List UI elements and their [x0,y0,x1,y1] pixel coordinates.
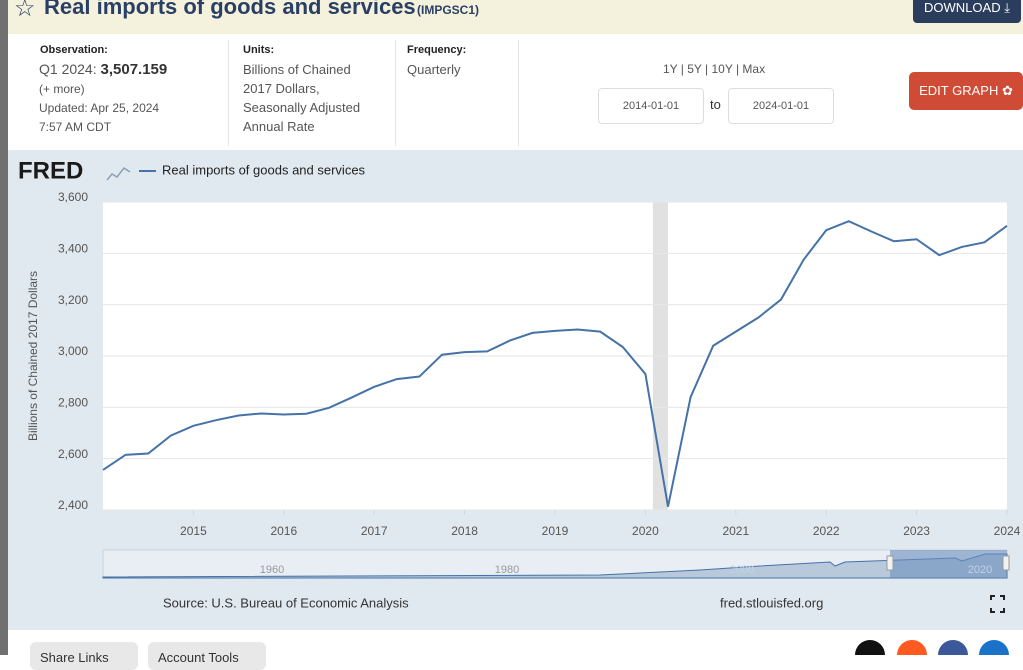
navigator-handle[interactable] [1002,555,1010,571]
y-tick-label: 3,600 [58,190,88,204]
chart: FRED Real imports of goods and services … [8,150,1023,630]
navigator-label: 2000 [730,564,754,576]
frequency-label: Frequency: [407,44,467,56]
updated: Updated: Apr 25, 2024 [39,101,160,115]
navigator-selection[interactable] [890,550,1007,578]
logo-icon [106,166,131,181]
series-line [102,220,1008,507]
reddit-icon[interactable] [897,640,927,655]
social-icons [855,640,1009,655]
navigator-label: 1960 [260,564,284,576]
x-tick-label: 2015 [180,524,207,538]
title-bar: ☆ Real imports of goods and services (IM… [8,0,1023,34]
y-tick-label: 3,400 [58,242,88,256]
edit-graph-button[interactable]: EDIT GRAPH ✿ [909,72,1023,110]
observation-period: Q1 2024: [39,61,97,77]
frequency: Quarterly [407,62,461,77]
x-tick-label: 2019 [542,524,569,538]
to-label: to [710,97,721,112]
x-icon[interactable] [855,640,885,655]
y-tick-label: 2,400 [58,498,88,512]
observation-value: 3,507.159 [100,61,168,78]
info-row: Observation: Q1 2024: 3,507.159 (+ more)… [8,34,1023,150]
fullscreen-icon[interactable] [990,595,1005,613]
series-id: (IMPGSC1) [417,3,480,17]
title: Real imports of goods and services [44,0,416,19]
x-tick-label: 2018 [451,524,478,538]
download-label: DOWNLOAD [924,0,1001,15]
y-tick-label: 2,600 [58,447,88,461]
share-button[interactable]: Share Links [30,642,138,670]
y-tick-label: 2,800 [58,396,88,410]
y-tick-label: 3,000 [58,344,88,358]
edit-label: EDIT GRAPH [919,83,999,98]
account-button[interactable]: Account Tools [148,642,266,670]
x-tick-label: 2023 [903,524,930,538]
x-tick-label: 2017 [361,524,388,538]
navigator-handle[interactable] [886,555,894,571]
units-label: Units: [243,44,275,56]
x-tick-label: 2024 [994,524,1021,538]
divider [228,40,229,146]
legend-label: Real imports of goods and services [162,162,366,177]
fred-logo: FRED [18,157,83,184]
range-buttons[interactable]: 1Y | 5Y | 10Y | Max [663,62,766,76]
source: Source: U.S. Bureau of Economic Analysis [163,595,409,610]
x-tick-label: 2020 [632,524,659,538]
y-tick-label: 3,200 [58,293,88,307]
more-link[interactable]: (+ more) [39,82,85,96]
units: Billions of Chained 2017 Dollars, Season… [243,62,361,134]
y-axis-title: Billions of Chained 2017 Dollars [26,271,40,441]
download-button[interactable]: DOWNLOAD ⤓ [913,0,1021,23]
x-tick-label: 2022 [813,524,840,538]
updated-time: 7:57 AM CDT [39,120,112,134]
x-tick-label: 2016 [270,524,297,538]
facebook-icon[interactable] [938,640,968,655]
site[interactable]: fred.stlouisfed.org [720,595,823,610]
observation: Q1 2024: 3,507.159 [39,61,167,78]
divider [395,40,396,146]
navigator-label: 1980 [495,564,519,576]
star-icon[interactable]: ☆ [14,0,36,22]
navigator-label: 2020 [968,564,992,576]
divider [518,40,519,146]
start-date[interactable]: 2014-01-01 [598,88,704,124]
edge [0,0,8,655]
linkedin-icon[interactable] [979,640,1009,655]
end-date[interactable]: 2024-01-01 [728,88,834,124]
x-tick-label: 2021 [722,524,749,538]
observation-label: Observation: [40,44,108,56]
